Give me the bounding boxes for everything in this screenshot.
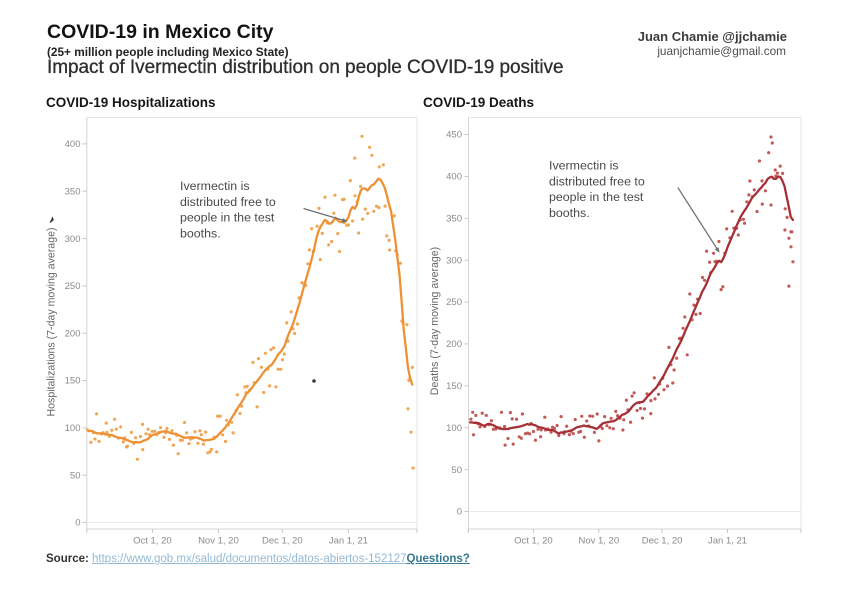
svg-text:Hospitalizations (7-day moving: Hospitalizations (7-day moving average) — [46, 227, 58, 416]
svg-text:250: 250 — [446, 297, 462, 308]
svg-text:150: 150 — [65, 376, 81, 387]
svg-text:Nov 1, 20: Nov 1, 20 — [198, 536, 239, 547]
svg-text:booths.: booths. — [549, 206, 590, 220]
svg-text:200: 200 — [65, 328, 81, 339]
svg-text:100: 100 — [446, 423, 462, 434]
svg-text:Dec 1, 20: Dec 1, 20 — [642, 536, 683, 547]
svg-text:200: 200 — [446, 339, 462, 350]
svg-text:0: 0 — [75, 518, 80, 529]
svg-text:Deaths (7-day moving average): Deaths (7-day moving average) — [429, 247, 441, 395]
svg-text:distributed free to: distributed free to — [180, 195, 276, 209]
svg-text:Oct 1, 20: Oct 1, 20 — [133, 536, 172, 547]
svg-text:350: 350 — [446, 214, 462, 225]
svg-text:250: 250 — [65, 281, 81, 292]
svg-text:350: 350 — [65, 186, 81, 197]
svg-text:Jan 1, 21: Jan 1, 21 — [329, 536, 368, 547]
svg-text:people in the test: people in the test — [549, 190, 644, 204]
svg-text:Dec 1, 20: Dec 1, 20 — [262, 536, 303, 547]
svg-text:400: 400 — [65, 139, 81, 150]
svg-text:300: 300 — [65, 234, 81, 245]
svg-text:Oct 1, 20: Oct 1, 20 — [514, 536, 553, 547]
svg-text:450: 450 — [446, 130, 462, 141]
svg-text:people in the test: people in the test — [180, 211, 275, 225]
svg-text:50: 50 — [451, 465, 462, 476]
svg-text:Nov 1, 20: Nov 1, 20 — [578, 536, 619, 547]
svg-text:100: 100 — [65, 423, 81, 434]
svg-text:300: 300 — [446, 255, 462, 266]
svg-text:150: 150 — [446, 381, 462, 392]
svg-text:Ivermectin is: Ivermectin is — [549, 159, 619, 173]
svg-text:0: 0 — [457, 507, 462, 518]
svg-text:Ivermectin is: Ivermectin is — [180, 179, 250, 193]
svg-text:booths.: booths. — [180, 226, 221, 240]
svg-text:400: 400 — [446, 172, 462, 183]
svg-text:50: 50 — [70, 470, 81, 481]
svg-text:distributed free to: distributed free to — [549, 174, 645, 188]
svg-text:Jan 1, 21: Jan 1, 21 — [708, 536, 747, 547]
